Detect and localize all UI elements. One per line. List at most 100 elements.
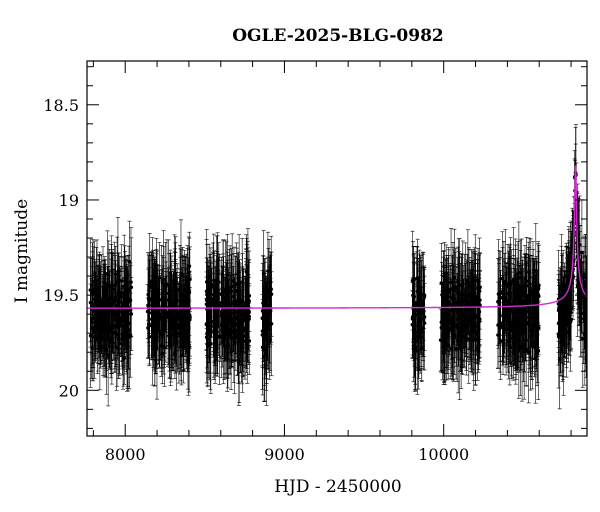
data-point bbox=[240, 312, 245, 317]
data-point bbox=[150, 278, 155, 283]
data-point bbox=[173, 326, 177, 331]
data-point bbox=[125, 336, 129, 341]
data-point bbox=[182, 298, 186, 302]
data-point bbox=[234, 335, 238, 340]
data-point bbox=[171, 323, 175, 328]
data-point bbox=[115, 280, 119, 284]
data-point bbox=[233, 282, 238, 287]
data-point bbox=[107, 309, 112, 313]
data-point bbox=[207, 286, 211, 290]
data-point bbox=[88, 288, 93, 292]
data-point bbox=[90, 346, 94, 351]
data-point bbox=[150, 310, 155, 315]
data-point bbox=[108, 326, 112, 331]
data-point bbox=[225, 273, 230, 277]
data-point bbox=[90, 320, 94, 325]
data-point bbox=[150, 303, 154, 307]
data-point bbox=[111, 301, 115, 305]
data-point bbox=[94, 287, 98, 291]
data-point bbox=[167, 330, 172, 335]
data-point bbox=[117, 337, 121, 342]
data-point bbox=[123, 292, 127, 296]
data-point bbox=[172, 319, 176, 324]
data-point bbox=[160, 280, 165, 284]
data-point bbox=[94, 325, 98, 329]
data-point bbox=[178, 294, 182, 298]
data-point bbox=[166, 291, 171, 296]
data-point bbox=[181, 293, 185, 297]
data-point bbox=[229, 336, 234, 340]
data-point bbox=[101, 309, 106, 314]
data-point bbox=[173, 283, 178, 287]
data-points bbox=[88, 170, 587, 365]
data-point bbox=[126, 345, 130, 349]
data-point bbox=[119, 316, 123, 320]
data-point bbox=[149, 285, 154, 290]
data-point bbox=[117, 291, 122, 295]
chart-title: OGLE-2025-BLG-0982 bbox=[232, 26, 444, 46]
data-point bbox=[152, 315, 156, 319]
data-point bbox=[88, 300, 93, 305]
data-point bbox=[107, 304, 112, 309]
data-point bbox=[109, 285, 114, 289]
data-point bbox=[127, 328, 131, 333]
data-point bbox=[102, 304, 106, 309]
data-point bbox=[121, 335, 126, 339]
data-point bbox=[109, 296, 114, 300]
data-point bbox=[106, 353, 110, 357]
data-point bbox=[153, 281, 157, 285]
data-point bbox=[117, 341, 122, 346]
data-point bbox=[106, 313, 111, 318]
data-point bbox=[152, 341, 157, 346]
data-point bbox=[95, 336, 100, 340]
data-point bbox=[159, 297, 164, 302]
error-bars bbox=[88, 124, 587, 410]
data-point bbox=[127, 288, 131, 293]
data-point bbox=[186, 316, 191, 320]
data-point bbox=[181, 331, 186, 335]
data-point bbox=[161, 303, 165, 308]
data-point bbox=[162, 346, 167, 350]
data-point bbox=[156, 327, 161, 331]
data-point bbox=[110, 345, 114, 349]
data-point bbox=[177, 331, 181, 336]
data-point bbox=[172, 277, 177, 282]
observations-layer bbox=[88, 124, 587, 410]
data-point bbox=[122, 316, 126, 321]
data-point bbox=[125, 300, 130, 305]
data-point bbox=[245, 346, 250, 350]
data-point bbox=[104, 324, 109, 329]
data-point bbox=[178, 308, 183, 313]
data-point bbox=[101, 345, 105, 350]
data-point bbox=[129, 280, 133, 284]
data-point bbox=[118, 295, 122, 299]
data-point bbox=[236, 292, 241, 297]
data-point bbox=[129, 312, 134, 316]
data-point bbox=[187, 288, 191, 293]
data-point bbox=[159, 344, 164, 348]
data-point bbox=[179, 334, 183, 339]
data-point bbox=[110, 320, 114, 325]
data-point bbox=[116, 332, 121, 337]
data-point bbox=[157, 276, 162, 280]
data-point bbox=[90, 283, 95, 287]
data-point bbox=[151, 325, 156, 329]
data-point bbox=[187, 264, 192, 268]
data-point bbox=[121, 331, 125, 336]
data-point bbox=[125, 312, 130, 317]
data-point bbox=[178, 312, 182, 317]
data-point bbox=[240, 280, 244, 284]
data-point bbox=[217, 280, 221, 284]
data-point bbox=[242, 339, 247, 343]
data-point bbox=[125, 286, 129, 290]
data-point bbox=[152, 296, 156, 300]
data-point bbox=[231, 278, 236, 283]
data-point bbox=[99, 324, 104, 328]
data-point bbox=[235, 309, 240, 314]
data-point bbox=[185, 312, 189, 317]
data-point bbox=[126, 298, 130, 302]
data-point bbox=[117, 299, 121, 303]
data-point bbox=[184, 330, 189, 335]
data-point bbox=[102, 301, 107, 306]
